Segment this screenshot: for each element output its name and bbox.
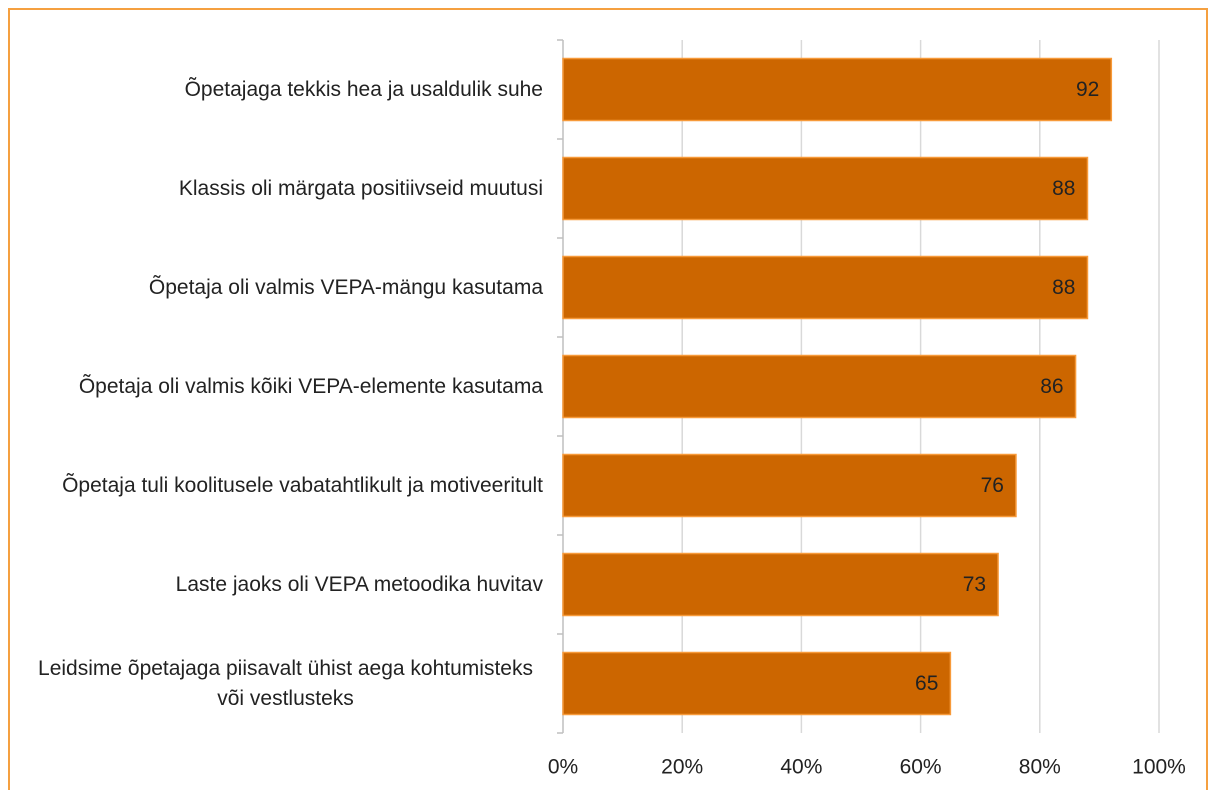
y-tick-label: Õpetaja oli valmis kõiki VEPA-elemente k… bbox=[78, 374, 543, 398]
bar bbox=[562, 57, 1113, 122]
data-label: 88 bbox=[1052, 276, 1075, 299]
x-tick-label: 60% bbox=[900, 756, 942, 779]
data-label: 92 bbox=[1076, 78, 1099, 101]
category-label-box: Laste jaoks oli VEPA metoodika huvitav bbox=[176, 535, 543, 634]
y-tick-label: Klassis oli märgata positiivseid muutusi bbox=[178, 176, 543, 200]
y-tick-label: Leidsime õpetajaga piisavalt ühist aega … bbox=[38, 657, 533, 710]
x-tick-label: 40% bbox=[780, 756, 822, 779]
bar bbox=[562, 156, 1089, 221]
chart-border bbox=[8, 8, 1208, 790]
data-label: 76 bbox=[981, 474, 1004, 497]
bar bbox=[562, 255, 1089, 320]
bar bbox=[562, 651, 952, 716]
x-tick-label: 0% bbox=[548, 756, 578, 779]
y-tick-label: Õpetaja tuli koolitusele vabatahtlikult … bbox=[62, 473, 543, 497]
data-label: 73 bbox=[963, 573, 986, 596]
y-tick-label: Laste jaoks oli VEPA metoodika huvitav bbox=[175, 572, 543, 596]
category-label-box: Leidsime õpetajaga piisavalt ühist aega … bbox=[28, 634, 543, 733]
data-label: 65 bbox=[915, 672, 938, 695]
bar bbox=[562, 354, 1077, 419]
data-label: 88 bbox=[1052, 177, 1075, 200]
y-tick-label: Õpetajaga tekkis hea ja usaldulik suhe bbox=[184, 77, 543, 101]
bar bbox=[562, 453, 1017, 518]
x-tick-label: 80% bbox=[1019, 756, 1061, 779]
bar bbox=[562, 552, 999, 617]
data-label: 86 bbox=[1040, 375, 1063, 398]
category-label-box: Klassis oli märgata positiivseid muutusi bbox=[179, 139, 543, 238]
category-label-box: Õpetaja oli valmis VEPA-mängu kasutama bbox=[149, 238, 543, 337]
y-tick-label: Õpetaja oli valmis VEPA-mängu kasutama bbox=[148, 275, 543, 299]
category-label-box: Õpetaja tuli koolitusele vabatahtlikult … bbox=[62, 436, 543, 535]
x-tick-label: 20% bbox=[661, 756, 703, 779]
category-label-box: Õpetajaga tekkis hea ja usaldulik suhe bbox=[185, 40, 543, 139]
category-label-box: Õpetaja oli valmis kõiki VEPA-elemente k… bbox=[79, 337, 543, 436]
x-tick-label: 100% bbox=[1132, 756, 1186, 779]
